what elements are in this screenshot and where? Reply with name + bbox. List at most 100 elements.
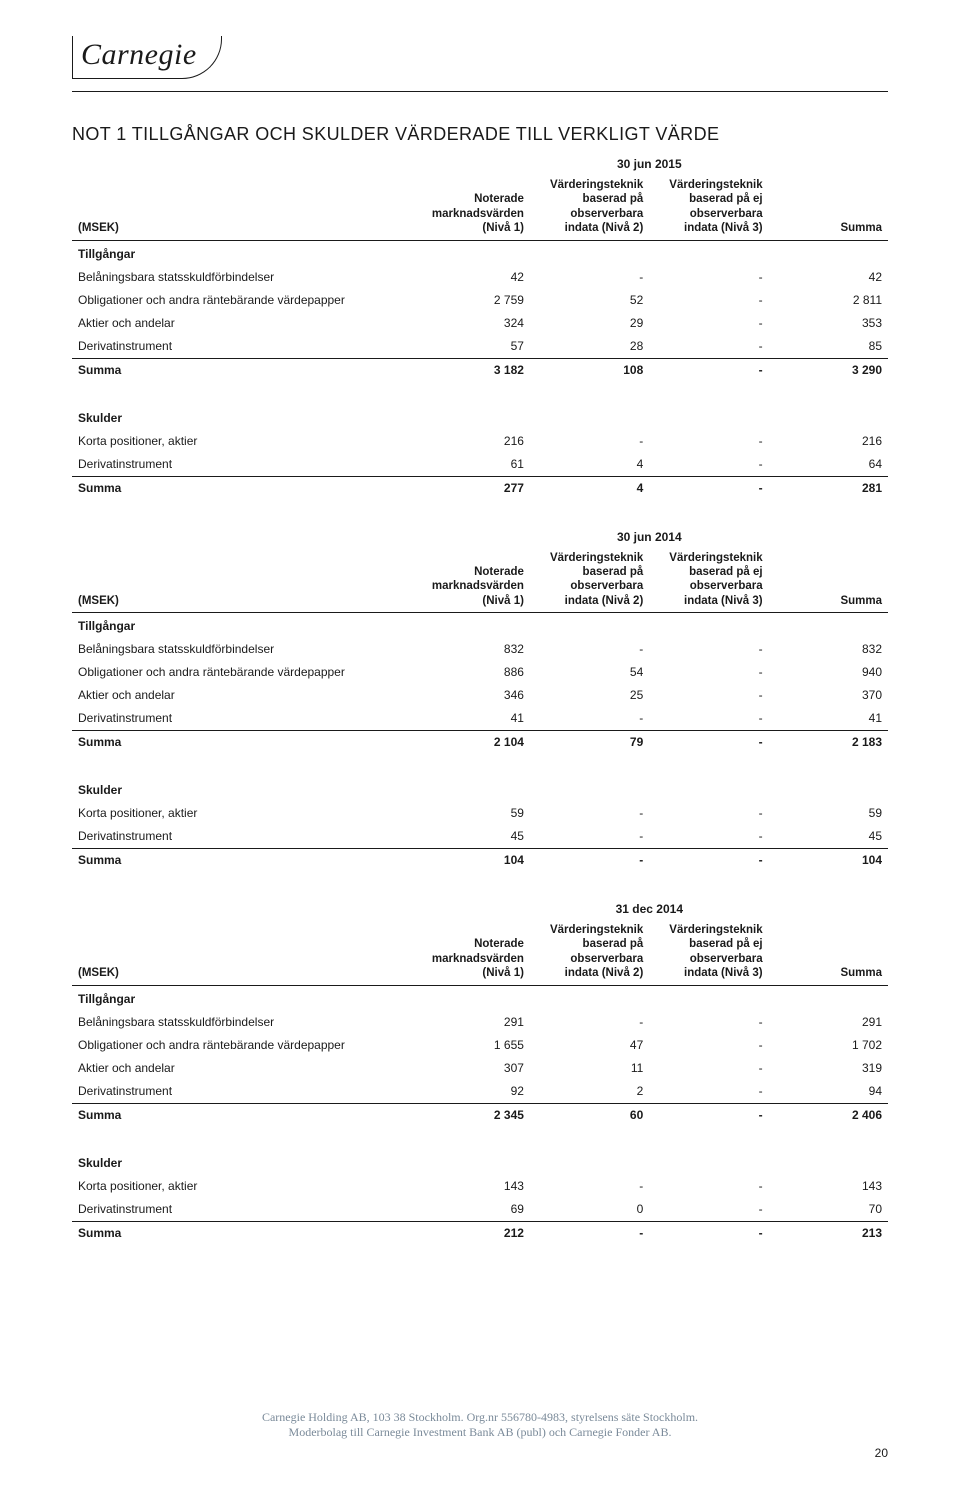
row-label: Belåningsbara statsskuldförbindelser: [72, 638, 411, 661]
row-label: Korta positioner, aktier: [72, 802, 411, 825]
cell: -: [649, 707, 768, 731]
cell: 940: [769, 661, 888, 684]
cell: -: [649, 289, 768, 312]
valuation-table-2: 31 dec 2014(MSEK)Noterademarknadsvärden(…: [72, 900, 888, 1245]
cell: 25: [530, 684, 649, 707]
cell: -: [649, 638, 768, 661]
col-hdr-2: Värderingsteknikbaserad påobserverbarain…: [530, 547, 649, 613]
cell: -: [530, 707, 649, 731]
col-hdr-2: Värderingsteknikbaserad påobserverbarain…: [530, 174, 649, 240]
section-liabilities: Skulder: [72, 405, 888, 430]
section-liabilities: Skulder: [72, 1150, 888, 1175]
table-date: 30 jun 2015: [411, 155, 888, 174]
cell: -: [649, 1057, 768, 1080]
cell: 45: [411, 825, 530, 849]
cell-sum: 2 345: [411, 1103, 530, 1127]
cell-sum: -: [530, 849, 649, 873]
section-assets: Tillgångar: [72, 985, 888, 1011]
row-label-sum: Summa: [72, 476, 411, 500]
cell: 2 759: [411, 289, 530, 312]
cell-sum: -: [649, 731, 768, 755]
col-hdr-msek: (MSEK): [72, 174, 411, 240]
table-row: Derivatinstrument41--41: [72, 707, 888, 731]
document-page: Carnegie NOT 1 TILLGÅNGAR OCH SKULDER VÄ…: [0, 0, 960, 1496]
logo-wrap: Carnegie: [72, 36, 888, 79]
cell: 59: [411, 802, 530, 825]
col-hdr-3: Värderingsteknikbaserad på ejobserverbar…: [649, 919, 768, 985]
cell-sum: -: [649, 1103, 768, 1127]
cell: 143: [411, 1175, 530, 1198]
spacer: [72, 1127, 888, 1150]
table-row: Belåningsbara statsskuldförbindelser291-…: [72, 1011, 888, 1034]
table-row: Derivatinstrument5728-85: [72, 335, 888, 359]
cell: -: [649, 825, 768, 849]
cell-sum: 2 406: [769, 1103, 888, 1127]
col-hdr-3: Värderingsteknikbaserad på ejobserverbar…: [649, 547, 768, 613]
row-label: Derivatinstrument: [72, 1080, 411, 1104]
cell-sum: 4: [530, 476, 649, 500]
date-spacer: [72, 528, 411, 547]
cell: -: [530, 638, 649, 661]
cell-sum: 104: [769, 849, 888, 873]
cell-sum: 281: [769, 476, 888, 500]
table-row: Belåningsbara statsskuldförbindelser832-…: [72, 638, 888, 661]
footer-line-1: Carnegie Holding AB, 103 38 Stockholm. O…: [72, 1410, 888, 1425]
cell: 52: [530, 289, 649, 312]
cell: 1 702: [769, 1034, 888, 1057]
cell: 370: [769, 684, 888, 707]
table-row: Aktier och andelar34625-370: [72, 684, 888, 707]
col-hdr-2: Värderingsteknikbaserad påobserverbarain…: [530, 919, 649, 985]
col-hdr-msek: (MSEK): [72, 547, 411, 613]
cell: -: [530, 430, 649, 453]
cell-sum: 79: [530, 731, 649, 755]
cell: 291: [411, 1011, 530, 1034]
cell: 28: [530, 335, 649, 359]
tables-container: 30 jun 2015(MSEK)Noterademarknadsvärden(…: [72, 155, 888, 1245]
cell-sum: 212: [411, 1221, 530, 1245]
cell: 11: [530, 1057, 649, 1080]
cell-sum: 104: [411, 849, 530, 873]
col-hdr-msek: (MSEK): [72, 919, 411, 985]
table-row: Obligationer och andra räntebärande värd…: [72, 289, 888, 312]
footer-line-2: Moderbolag till Carnegie Investment Bank…: [72, 1425, 888, 1440]
cell-sum: 2 104: [411, 731, 530, 755]
table-row: Derivatinstrument45--45: [72, 825, 888, 849]
cell: 70: [769, 1198, 888, 1222]
row-label: Aktier och andelar: [72, 684, 411, 707]
cell: 47: [530, 1034, 649, 1057]
table-row: Derivatinstrument614-64: [72, 453, 888, 477]
row-label-sum: Summa: [72, 849, 411, 873]
row-label-sum: Summa: [72, 358, 411, 382]
cell: 319: [769, 1057, 888, 1080]
table-row: Obligationer och andra räntebärande värd…: [72, 661, 888, 684]
cell-sum: 108: [530, 358, 649, 382]
row-label: Obligationer och andra räntebärande värd…: [72, 661, 411, 684]
cell: 45: [769, 825, 888, 849]
cell: 832: [769, 638, 888, 661]
col-hdr-1: Noterademarknadsvärden(Nivå 1): [411, 174, 530, 240]
cell-sum: 213: [769, 1221, 888, 1245]
cell: 61: [411, 453, 530, 477]
table-row-sum: Summa212--213: [72, 1221, 888, 1245]
cell: -: [649, 266, 768, 289]
table-row: Aktier och andelar32429-353: [72, 312, 888, 335]
cell: -: [649, 1198, 768, 1222]
cell: 69: [411, 1198, 530, 1222]
section-assets: Tillgångar: [72, 240, 888, 266]
row-label: Belåningsbara statsskuldförbindelser: [72, 266, 411, 289]
table-row: Korta positioner, aktier216--216: [72, 430, 888, 453]
cell: -: [649, 430, 768, 453]
cell: 42: [411, 266, 530, 289]
row-label: Derivatinstrument: [72, 1198, 411, 1222]
cell: 85: [769, 335, 888, 359]
cell: 54: [530, 661, 649, 684]
cell-sum: 2 183: [769, 731, 888, 755]
cell: 307: [411, 1057, 530, 1080]
cell: 0: [530, 1198, 649, 1222]
table-date: 31 dec 2014: [411, 900, 888, 919]
cell: 886: [411, 661, 530, 684]
cell: -: [530, 825, 649, 849]
cell: 59: [769, 802, 888, 825]
table-row: Belåningsbara statsskuldförbindelser42--…: [72, 266, 888, 289]
cell: 29: [530, 312, 649, 335]
